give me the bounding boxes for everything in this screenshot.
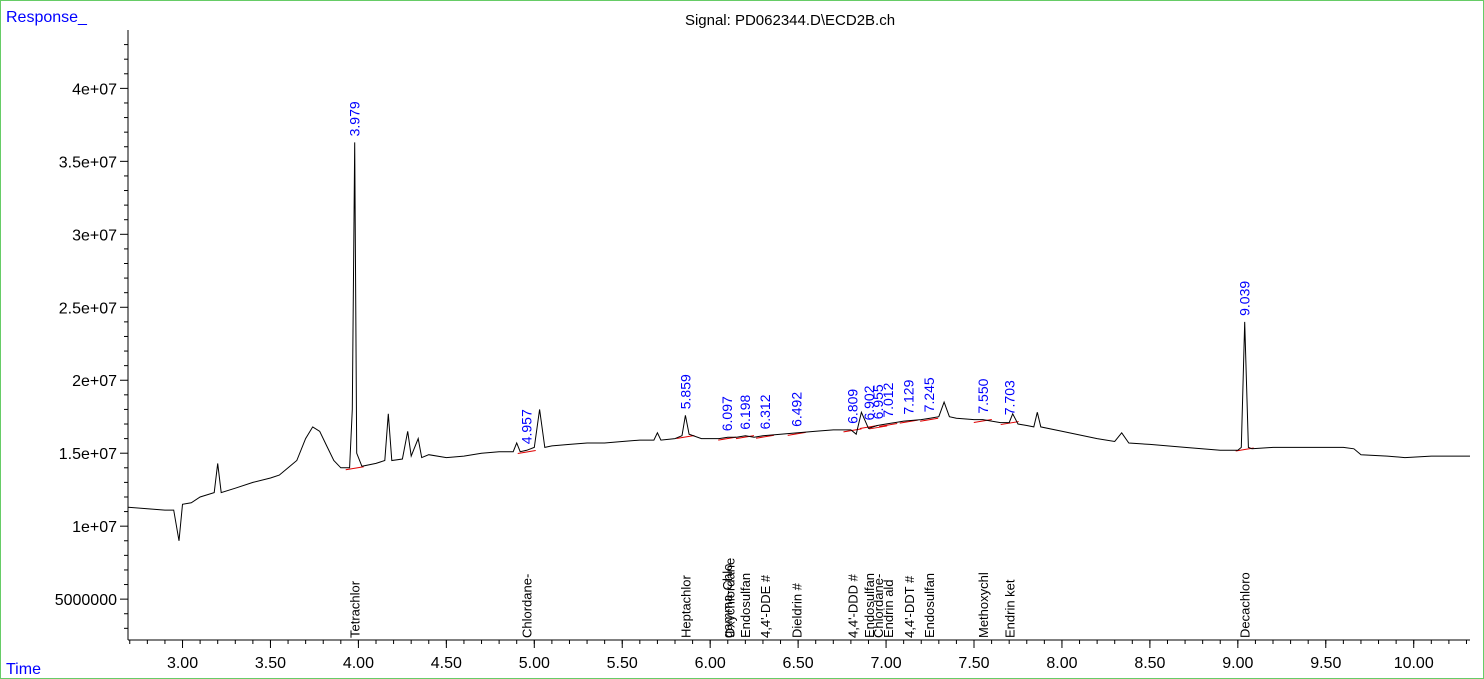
y-tick-label: 3e+07 [72,227,117,244]
peak-baseline [1000,421,1019,426]
compound-label: Chlordane- [520,574,535,638]
peak-retention-label: 6.955 [870,384,886,419]
compound-label: 4,4'-DDT # [902,575,917,638]
peak-baseline [676,435,695,439]
y-tick-label: 1.5e+07 [59,446,117,463]
peak-baseline [517,449,536,454]
y-tick-label: 4e+07 [72,81,117,98]
peak-retention-label: 5.859 [677,374,693,409]
peak-label-group: 3.979 4.957 5.859 6.097 6.198 6.312 6.492 6.809… [347,101,1253,444]
peak-retention-label: 6.492 [789,392,805,427]
compound-label: 4,4'-DDD # [845,573,860,638]
peak-retention-label: 6.902 [861,385,877,420]
y-tick-label: 1e+07 [72,519,117,536]
peak-baseline [869,425,888,430]
compound-label: gamma-Chlo [720,564,735,638]
compound-label: Chlordane- [871,574,886,638]
x-tick-label: 8.00 [1046,655,1077,672]
peak-baseline [920,417,939,422]
peak-retention-label: 7.012 [880,382,896,417]
y-tick-label: 3.5e+07 [59,154,117,171]
peak-retention-label: 6.198 [737,395,753,430]
peak-retention-label: 4.957 [519,409,535,444]
x-tick-label: 8.50 [1134,655,1165,672]
x-tick-label: 6.50 [783,655,814,672]
compound-label: Dieldrin # [790,582,805,638]
compound-label: Oxychlordane [723,558,738,638]
peak-retention-label: 6.312 [757,394,773,429]
peak-baseline [345,466,364,471]
x-tick-label: 3.50 [255,655,286,672]
peak-retention-label: 9.039 [1237,281,1253,316]
y-tick-label: 2e+07 [72,373,117,390]
x-tick-group: 3.00 3.50 4.00 4.50 5.00 5.50 6.00 6.50 7.00 7.50… [129,640,1467,672]
compound-label: 4,4'-DDE # [758,574,773,638]
y-tick-label: 5000000 [55,592,117,609]
compound-label: Heptachlor [678,574,693,638]
x-axis-title: Time [6,661,41,678]
x-tick-label: 9.00 [1222,655,1253,672]
y-tick-label: 2.5e+07 [59,300,117,317]
peak-retention-label: 6.097 [719,396,735,431]
x-tick-label: 6.00 [695,655,726,672]
baseline-group [345,417,1254,471]
compound-label: Methoxychl [976,572,991,638]
compound-label: Endrin ald [881,579,896,638]
peak-retention-label: 7.245 [921,377,937,412]
compound-label: Endosulfan [862,573,877,638]
peak-baseline [973,419,992,424]
peak-retention-label: 7.550 [975,378,991,413]
compound-label: Tetrachlor [348,580,363,638]
y-axis-title: Response_ [6,9,88,26]
peak-baseline [735,435,755,440]
compound-label: Decachloro [1238,572,1253,638]
x-tick-label: 10.00 [1394,655,1434,672]
x-tick-label: 4.50 [431,655,462,672]
peak-retention-label: 3.979 [347,101,363,136]
y-tick-group: 5000000 1e+07 1.5e+07 2e+07 2.5e+07 3e+07 3.5e… [55,44,128,629]
x-tick-label: 9.50 [1310,655,1341,672]
compound-label: Endrin ket [1003,579,1018,638]
chart-title: Signal: PD062344.D\ECD2B.ch [685,12,895,29]
signal-trace [127,142,1470,541]
peak-baseline [843,428,862,433]
peak-baseline [755,434,775,439]
x-tick-label: 4.00 [343,655,374,672]
compound-label: Endosulfan [922,573,937,638]
x-tick-label: 7.50 [958,655,989,672]
x-tick-label: 5.50 [607,655,638,672]
peak-baseline [879,423,898,428]
peak-retention-label: 7.703 [1002,380,1018,415]
compound-label-group: Tetrachlor Chlordane- Heptachlor gamma-Chlo… [348,558,1253,638]
x-tick-label: 7.00 [870,655,901,672]
x-tick-label: 3.00 [167,655,198,672]
compound-label: Endosulfan [738,573,753,638]
x-tick-label: 5.00 [519,655,550,672]
peak-retention-label: 7.129 [901,379,917,414]
peak-retention-label: 6.809 [844,389,860,424]
